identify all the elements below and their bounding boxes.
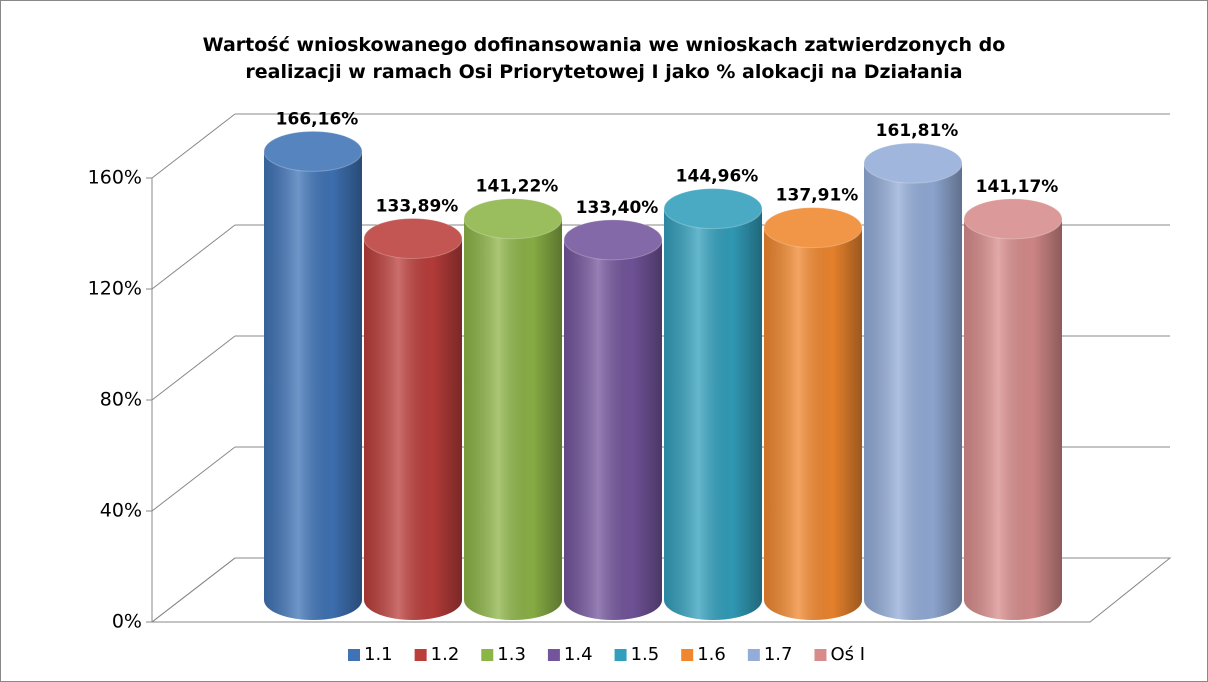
- legend-label: 1.3: [497, 644, 526, 665]
- legend-label: 1.7: [764, 644, 793, 665]
- grid-line: [151, 224, 236, 290]
- bar-shading: [364, 238, 462, 620]
- legend-swatch: [547, 649, 560, 661]
- bar-top: [363, 217, 463, 259]
- bar-top-shine: [564, 219, 662, 260]
- bar-shading: [464, 218, 562, 620]
- bar-shading: [564, 239, 662, 620]
- bar-top-shine: [364, 218, 462, 259]
- grid-line: [151, 113, 236, 179]
- legend-swatch: [614, 649, 627, 661]
- data-label: 137,91%: [776, 186, 859, 206]
- y-tick-label: 40%: [100, 500, 142, 522]
- data-label: 161,81%: [876, 121, 959, 141]
- grid-line: [151, 557, 236, 623]
- grid-line: [151, 335, 236, 401]
- bar-top-shine: [464, 198, 562, 239]
- legend-swatch: [414, 649, 427, 661]
- grid-line: [151, 446, 236, 512]
- y-tick-label: 0%: [112, 611, 142, 633]
- data-label: 141,17%: [976, 177, 1059, 197]
- bar-top-shine: [664, 188, 762, 229]
- bar-top-shine: [264, 131, 362, 172]
- bar-top: [463, 198, 563, 240]
- bar-shading: [264, 151, 362, 621]
- bar-top: [863, 142, 963, 184]
- bar-shading: [864, 163, 962, 620]
- data-label: 144,96%: [676, 167, 759, 187]
- bar-shading: [964, 218, 1062, 620]
- bar-top-shine: [764, 207, 862, 248]
- y-tick-label: 120%: [88, 278, 142, 300]
- legend-label: 1.4: [564, 644, 593, 665]
- data-label: 133,40%: [576, 198, 659, 218]
- legend-label: 1.2: [431, 644, 460, 665]
- bar-top: [263, 130, 363, 172]
- legend-label: 1.5: [631, 644, 660, 665]
- bar-top: [763, 207, 863, 249]
- y-tick-label: 80%: [100, 389, 142, 411]
- legend-swatch: [747, 649, 760, 661]
- bar-top-shine: [964, 198, 1062, 239]
- data-label: 141,22%: [476, 177, 559, 197]
- y-tick-label: 160%: [88, 167, 142, 189]
- legend-label: 1.1: [364, 644, 393, 665]
- legend-label: 1.6: [697, 644, 726, 665]
- bar-shading: [664, 208, 762, 620]
- data-label: 133,89%: [376, 196, 459, 216]
- legend-swatch: [814, 649, 827, 661]
- bar-top: [963, 198, 1063, 240]
- bar-top-shine: [864, 143, 962, 184]
- bar-top: [663, 188, 763, 230]
- data-label: 166,16%: [276, 109, 359, 129]
- bar-shading: [764, 227, 862, 620]
- legend-label: Oś I: [830, 644, 865, 665]
- legend-swatch: [481, 649, 494, 661]
- chart-title: Wartość wnioskowanego dofinansowania we …: [202, 34, 1006, 83]
- bar-top: [563, 219, 663, 261]
- legend-swatch: [681, 649, 694, 661]
- legend-swatch: [348, 649, 360, 661]
